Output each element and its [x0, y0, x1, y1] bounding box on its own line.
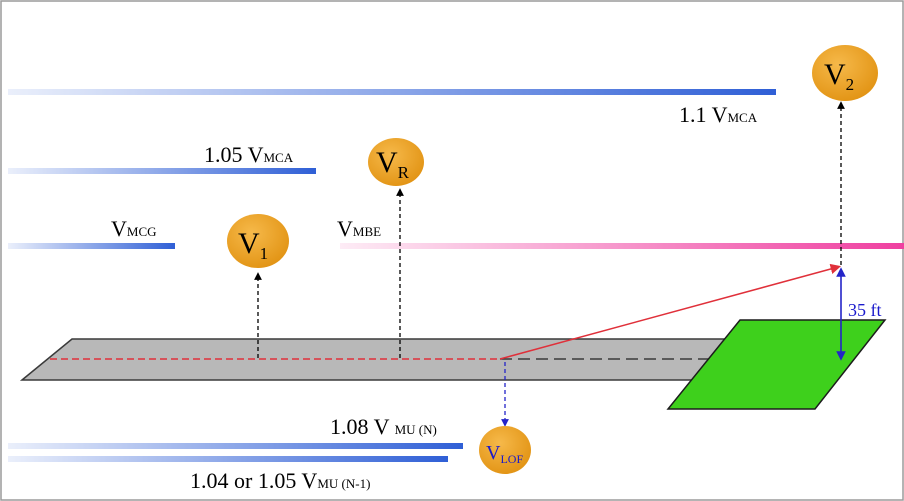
- badge-vlof: VLOF: [479, 426, 531, 474]
- svg-text:V2: V2: [824, 58, 854, 94]
- height-35ft-label: 35 ft: [848, 300, 882, 320]
- label-1-1-vmca: 1.1 VMCA: [679, 102, 758, 127]
- line-1-04-vmu: [8, 456, 448, 462]
- badge-vr: VR: [368, 138, 424, 186]
- label-vmbe: VMBE: [337, 216, 381, 241]
- label-1-04-vmu: 1.04 or 1.05 VMU (N-1): [190, 468, 370, 493]
- line-1-05-vmca: [8, 168, 316, 174]
- label-vmcg: VMCG: [111, 216, 157, 241]
- line-1-1-vmca: [8, 89, 776, 95]
- svg-text:V1: V1: [238, 227, 268, 263]
- line-1-08-vmu: [8, 443, 463, 449]
- line-vmcg: [8, 243, 175, 249]
- svg-text:VLOF: VLOF: [486, 442, 523, 466]
- label-1-08-vmu: 1.08 V MU (N): [330, 414, 437, 439]
- line-vmbe: [340, 243, 904, 249]
- badge-v1: V1: [227, 214, 289, 268]
- climb-path: [499, 263, 842, 360]
- label-1-05-vmca: 1.05 VMCA: [204, 142, 294, 167]
- svg-text:VR: VR: [376, 146, 410, 182]
- badge-v2: V2: [812, 45, 878, 101]
